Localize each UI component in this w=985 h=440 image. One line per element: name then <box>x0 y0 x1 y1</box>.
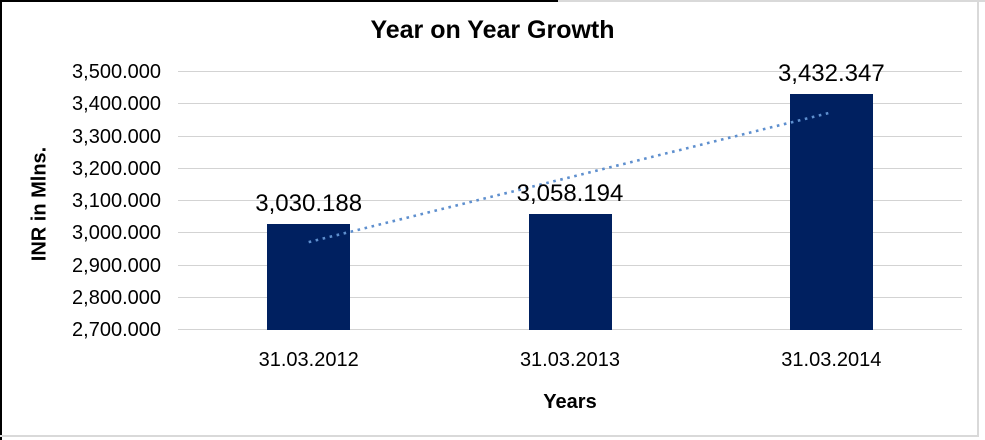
plot-area: 3,030.188 3,058.194 3,432.347 <box>178 60 962 330</box>
frame-border-top-light <box>558 0 985 2</box>
y-tick-label: 3,400.000 <box>72 93 161 116</box>
y-tick-label: 2,900.000 <box>72 254 161 277</box>
gridline <box>178 135 962 137</box>
y-tick-label: 2,800.000 <box>72 286 161 309</box>
y-axis: 3,500.000 3,400.000 3,300.000 3,200.000 3,10… <box>0 0 161 440</box>
gridline <box>178 167 962 169</box>
y-tick-label: 3,100.000 <box>72 190 161 212</box>
y-tick-label: 3,000.000 <box>72 222 161 245</box>
x-axis-title: Years <box>543 391 597 413</box>
frame-border-bottom <box>0 435 979 437</box>
frame-border-top-dark <box>0 0 558 2</box>
bar-value-label: 3,058.194 <box>516 180 624 208</box>
gridline <box>178 71 962 72</box>
x-category-label: 31.03.2013 <box>519 349 621 371</box>
bar <box>528 214 612 330</box>
y-tick-label: 2,700.000 <box>72 319 161 341</box>
bar <box>789 93 873 330</box>
y-tick-label: 3,300.000 <box>72 125 161 148</box>
gridline <box>178 200 962 201</box>
x-category-label: 31.03.2012 <box>258 349 359 371</box>
frame-border-left <box>0 0 2 440</box>
frame-border-right <box>977 0 979 437</box>
chart-title: Year on Year Growth <box>370 16 615 44</box>
x-category-label: 31.03.2014 <box>781 349 882 371</box>
trendline <box>308 111 832 244</box>
y-tick-label: 3,500.000 <box>72 61 161 83</box>
y-tick-label: 3,200.000 <box>72 157 161 180</box>
gridline <box>178 103 962 105</box>
bar-value-label: 3,030.188 <box>255 189 363 217</box>
bar-value-label: 3,432.347 <box>777 59 885 87</box>
